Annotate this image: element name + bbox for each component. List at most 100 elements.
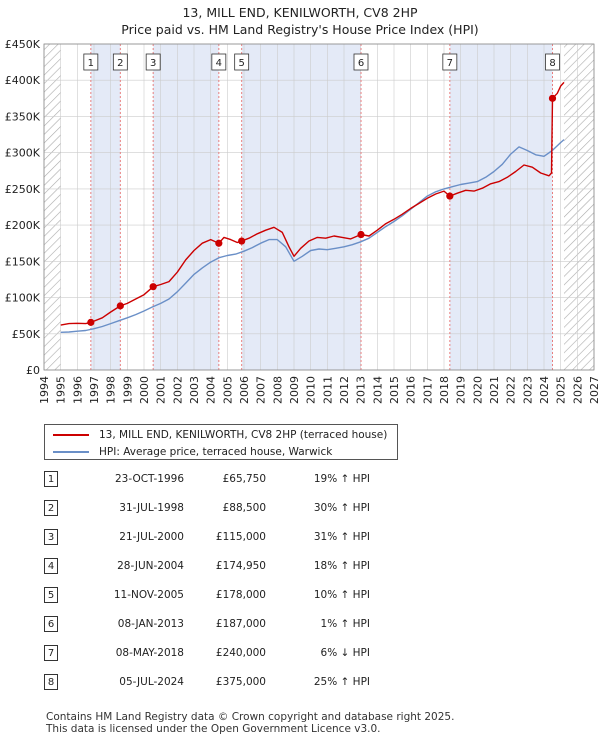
sale-point-7 [446, 192, 454, 200]
x-tick-label-2019: 2019 [455, 376, 468, 404]
x-tick-label-2008: 2008 [271, 376, 284, 404]
sale-price: £174,950 [215, 560, 266, 572]
sale-marker-box-1 [83, 53, 99, 71]
sale-row: 3 21-JUL-2000 £115,000 31% ↑ HPI [0, 528, 600, 548]
chart-subtitle: Price paid vs. HM Land Registry's House … [121, 22, 479, 37]
x-tick-label-1994: 1994 [38, 376, 51, 404]
sale-row: 6 08-JAN-2013 £187,000 1% ↑ HPI [0, 615, 600, 635]
sale-row: 7 08-MAY-2018 £240,000 6% ↓ HPI [0, 644, 600, 664]
y-tick-label-400000: £400K [5, 74, 41, 87]
sale-price: £178,000 [215, 589, 266, 601]
sale-price: £115,000 [215, 531, 266, 543]
legend: 13, MILL END, KENILWORTH, CV8 2HP (terra… [44, 424, 398, 460]
x-tick-label-2025: 2025 [555, 376, 568, 404]
x-tick-label-2027: 2027 [588, 376, 600, 404]
sale-hpi-change: 31% ↑ HPI [313, 531, 370, 543]
sale-marker-box-4 [211, 53, 227, 71]
x-tick-label-1996: 1996 [71, 376, 84, 404]
sale-price: £187,000 [215, 618, 266, 630]
y-tick-label-200000: £200K [5, 219, 41, 232]
legend-swatch-property [53, 434, 89, 436]
sale-marker-label-2: 2 [117, 58, 123, 69]
sale-hpi-change: 19% ↑ HPI [313, 473, 370, 485]
y-tick-label-350000: £350K [5, 110, 41, 123]
legend-label-hpi: HPI: Average price, terraced house, Warw… [99, 446, 333, 458]
x-tick-label-2024: 2024 [538, 376, 551, 404]
y-tick-label-300000: £300K [5, 147, 41, 160]
y-tick-label-50000: £50K [12, 328, 41, 341]
sale-date: 28-JUN-2004 [117, 560, 184, 572]
sale-point-2 [116, 302, 124, 310]
price-chart: 1 2 3 4 5 6 7 8 1994 1995 1996 1997 1998 1999 2000 200… [5, 38, 600, 404]
sale-row: 5 11-NOV-2005 £178,000 10% ↑ HPI [0, 586, 600, 606]
x-tick-label-2003: 2003 [188, 376, 201, 404]
x-tick-label-2022: 2022 [505, 376, 518, 404]
sale-price: £240,000 [215, 647, 266, 659]
sale-hpi-change: 18% ↑ HPI [313, 560, 370, 572]
legend-item-property: 13, MILL END, KENILWORTH, CV8 2HP (terra… [53, 428, 387, 442]
footer-licence: This data is licensed under the Open Gov… [46, 723, 381, 735]
sale-number: 2 [44, 500, 58, 516]
hatch-after-data [564, 44, 594, 370]
sale-marker-label-3: 3 [150, 58, 156, 69]
x-tick-label-2015: 2015 [388, 376, 401, 404]
y-tick-label-150000: £150K [5, 255, 41, 268]
sale-marker-box-6 [353, 53, 369, 71]
footer-copyright: Contains HM Land Registry data © Crown c… [46, 711, 455, 723]
sale-date: 31-JUL-1998 [119, 502, 184, 514]
shaded-span-4 [449, 44, 553, 370]
shaded-span-2 [153, 44, 219, 370]
sale-number: 6 [44, 616, 58, 632]
sale-point-5 [238, 237, 246, 245]
sale-marker-label-8: 8 [549, 58, 555, 69]
sale-date: 21-JUL-2000 [119, 531, 184, 543]
sale-marker-box-5 [234, 53, 250, 71]
sale-price: £375,000 [215, 676, 266, 688]
x-tick-label-2005: 2005 [221, 376, 234, 404]
x-tick-label-1995: 1995 [55, 376, 68, 404]
x-tick-label-2023: 2023 [521, 376, 534, 404]
x-tick-label-1998: 1998 [105, 376, 118, 404]
x-tick-label-2021: 2021 [488, 376, 501, 404]
x-tick-label-2013: 2013 [355, 376, 368, 404]
shaded-span-3 [241, 44, 361, 370]
legend-swatch-hpi [53, 451, 89, 453]
x-tick-label-1999: 1999 [121, 376, 134, 404]
sale-marker-label-6: 6 [358, 58, 364, 69]
x-tick-label-2007: 2007 [255, 376, 268, 404]
sale-number: 5 [44, 587, 58, 603]
legend-label-property: 13, MILL END, KENILWORTH, CV8 2HP (terra… [99, 429, 388, 441]
sale-row: 1 23-OCT-1996 £65,750 19% ↑ HPI [0, 470, 600, 490]
sale-number: 7 [44, 645, 58, 661]
sale-date: 08-JAN-2013 [117, 618, 184, 630]
chart-title: 13, MILL END, KENILWORTH, CV8 2HP [182, 5, 418, 20]
sale-number: 1 [44, 471, 58, 487]
x-tick-label-2020: 2020 [471, 376, 484, 404]
sale-marker-box-3 [145, 53, 161, 71]
x-tick-label-2011: 2011 [321, 376, 334, 404]
sale-point-1 [87, 318, 95, 326]
x-tick-label-2018: 2018 [438, 376, 451, 404]
x-tick-label-2000: 2000 [138, 376, 151, 404]
sale-marker-label-7: 7 [447, 58, 453, 69]
sale-marker-label-4: 4 [216, 58, 222, 69]
sale-hpi-change: 30% ↑ HPI [313, 502, 370, 514]
sale-date: 05-JUL-2024 [119, 676, 184, 688]
y-tick-label-450000: £450K [5, 38, 41, 51]
sale-marker-label-1: 1 [88, 58, 94, 69]
sale-row: 4 28-JUN-2004 £174,950 18% ↑ HPI [0, 557, 600, 577]
sale-hpi-change: 25% ↑ HPI [313, 676, 370, 688]
sale-hpi-change: 6% ↓ HPI [320, 647, 370, 659]
sale-marker-box-2 [112, 53, 128, 71]
sale-marker-box-8 [545, 53, 560, 71]
sale-marker-label-5: 5 [238, 58, 244, 69]
series-line-hpi [60, 139, 565, 333]
plot-frame [43, 43, 595, 371]
sale-price: £65,750 [222, 473, 266, 485]
x-tick-label-2014: 2014 [371, 376, 384, 404]
sale-point-8 [548, 94, 557, 102]
x-tick-label-1997: 1997 [88, 376, 101, 404]
sale-row: 2 31-JUL-1998 £88,500 30% ↑ HPI [0, 499, 600, 519]
sale-date: 11-NOV-2005 [113, 589, 184, 601]
x-tick-label-2017: 2017 [421, 376, 434, 404]
